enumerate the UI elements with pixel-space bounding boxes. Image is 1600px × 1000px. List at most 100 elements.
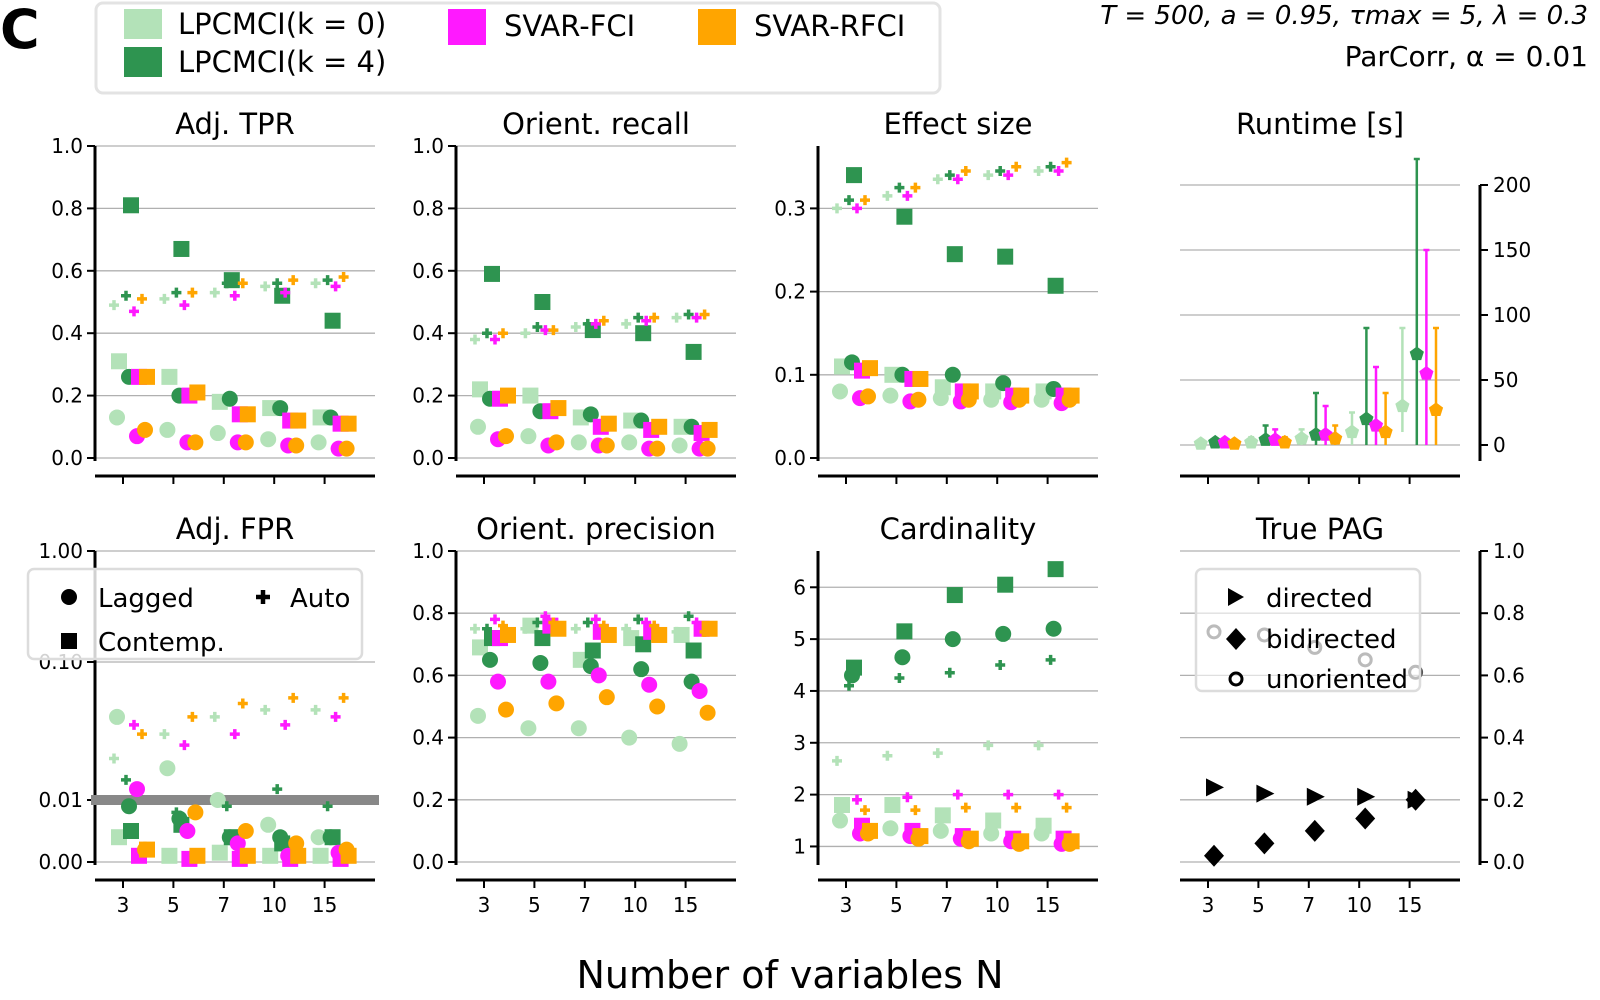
chart-adj-tpr-lpcmci_k0-auto-plus-marker — [310, 278, 321, 289]
chart-adj-fpr-svar_rfci-contemp-square-marker — [239, 847, 256, 864]
chart-true-pag-ytick-label: 0.2 — [1493, 788, 1525, 812]
chart-orient-recall-lpcmci_k4-contemp-square-marker — [685, 343, 702, 360]
chart-cardinality-lpcmci_k4-contemp-square-marker — [896, 623, 913, 640]
chart-adj-fpr-xtick-label: 10 — [261, 893, 286, 917]
chart-effect-size-lpcmci_k4-lagged-circle-marker — [944, 366, 961, 383]
chart-orient-recall-svar_rfci-contemp-square-marker — [701, 421, 718, 438]
chart-effect-size-lpcmci_k4-auto-plus-marker — [1045, 161, 1056, 172]
chart-adj-tpr-svar_rfci-contemp-square-marker — [340, 415, 357, 432]
chart-orient-precision-svar_fci-lagged-circle-marker — [540, 673, 557, 690]
chart-adj-fpr-xtick-label: 3 — [117, 893, 130, 917]
chart-cardinality-svar_rfci-auto-plus-marker — [1011, 802, 1022, 813]
chart-adj-tpr: Adj. TPR 0.0 0.2 0.4 0.6 0.8 1.0 — [51, 107, 375, 484]
link-type-legend-box — [26, 567, 364, 661]
chart-orient-precision-lpcmci_k0-lagged-circle-marker — [621, 729, 638, 746]
legend-plus-marker — [256, 590, 270, 604]
chart-adj-tpr-ytick-label: 0.6 — [51, 259, 83, 283]
chart-runtime-s-lpcmci_k0-pentagon-marker — [1193, 436, 1208, 450]
chart-orient-precision-svar_rfci-lagged-circle-marker — [548, 695, 565, 712]
chart-orient-precision-svar_rfci-auto-plus-marker — [548, 617, 559, 628]
chart-orient-precision-svar_rfci-auto-plus-marker — [649, 620, 660, 631]
chart-orient-recall-ytick-label: 0.2 — [412, 384, 444, 408]
legend-circle-marker — [61, 589, 77, 605]
chart-adj-fpr-svar_rfci-lagged-circle-marker — [237, 823, 254, 839]
chart-orient-recall-lpcmci_k0-auto-plus-marker — [520, 328, 531, 339]
chart-true-pag-directed-triangle-marker — [1357, 787, 1376, 806]
chart-orient-precision-lpcmci_k4-contemp-square-marker — [534, 630, 551, 647]
chart-orient-precision-lpcmci_k4-lagged-circle-marker — [482, 651, 498, 668]
chart-cardinality-lpcmci_k4-contemp-square-marker — [997, 576, 1014, 593]
chart-orient-recall-lpcmci_k4-lagged-circle-marker — [582, 406, 599, 423]
chart-effect-size-svar_rfci-contemp-square-marker — [912, 370, 929, 387]
chart-adj-tpr-svar_rfci-lagged-circle-marker — [187, 434, 204, 451]
chart-adj-fpr-svar_rfci-lagged-circle-marker — [187, 804, 204, 821]
chart-cardinality-lpcmci_k0-auto-plus-marker — [1033, 740, 1044, 751]
chart-orient-precision-ytick-label: 1.0 — [412, 539, 444, 563]
chart-orient-precision-lpcmci_k4-contemp-square-marker — [584, 642, 601, 659]
chart-orient-precision-lpcmci_k4-auto-plus-marker — [532, 617, 543, 628]
chart-adj-fpr-lpcmci_k4-contemp-square-marker — [274, 835, 291, 852]
chart-effect-size-svar_rfci-auto-plus-marker — [1061, 157, 1072, 168]
chart-orient-recall: Orient. recall 0.0 0.2 0.4 0.6 0.8 1.0 — [412, 107, 736, 484]
chart-effect-size-svar_fci-auto-plus-marker — [952, 174, 963, 185]
chart-adj-fpr-svar_rfci-contemp-square-marker — [189, 847, 206, 864]
chart-adj-tpr-lpcmci_k4-contemp-square-marker — [274, 287, 291, 304]
chart-cardinality-lpcmci_k4-lagged-circle-marker — [1045, 620, 1062, 637]
chart-effect-size-lpcmci_k4-contemp-square-marker — [946, 246, 963, 263]
chart-cardinality-lpcmci_k0-contemp-square-marker — [834, 796, 850, 813]
chart-effect-size-svar_fci-auto-plus-marker — [1053, 165, 1064, 176]
chart-adj-fpr-svar_fci-auto-plus-marker — [179, 740, 190, 751]
chart-effect-size-lpcmci_k4-lagged-circle-marker — [995, 375, 1012, 392]
chart-cardinality-lpcmci_k0-contemp-square-marker — [1035, 817, 1052, 834]
chart-cardinality-lpcmci_k4-lagged-circle-marker — [995, 625, 1012, 642]
chart-adj-tpr-lpcmci_k0-auto-plus-marker — [159, 293, 170, 304]
link-type-legend: Lagged Auto Contemp. — [26, 567, 364, 661]
chart-adj-fpr-svar_rfci-contemp-square-marker — [290, 847, 307, 864]
chart-orient-recall-svar_fci-auto-plus-marker — [590, 318, 601, 329]
chart-orient-precision-xtick-label: 5 — [528, 893, 541, 917]
chart-true-pag-ytick-label: 0.6 — [1493, 663, 1525, 687]
chart-adj-fpr-svar_fci-lagged-circle-marker — [229, 835, 246, 852]
chart-effect-size-lpcmci_k0-contemp-square-marker — [934, 379, 951, 396]
chart-cardinality-ytick-label: 2 — [793, 783, 806, 807]
chart-orient-recall-ytick-label: 0.0 — [412, 446, 444, 470]
chart-orient-recall-lpcmci_k4-contemp-square-marker — [484, 265, 500, 282]
chart-adj-fpr-ytick-label: 0.01 — [38, 788, 83, 812]
chart-adj-fpr-svar_rfci-auto-plus-marker — [237, 698, 248, 709]
chart-true-pag-xtick-label: 7 — [1302, 893, 1315, 917]
panel-letter: C — [0, 0, 40, 61]
chart-true-pag-xtick-label: 15 — [1397, 893, 1422, 917]
chart-cardinality-svar_rfci-contemp-square-marker — [1063, 833, 1080, 850]
chart-adj-tpr-lpcmci_k0-contemp-square-marker — [111, 353, 127, 370]
chart-cardinality-lpcmci_k0-lagged-circle-marker — [832, 812, 848, 829]
chart-runtime-s-lpcmci_k4-pentagon-marker — [1308, 427, 1324, 441]
chart-cardinality-lpcmci_k0-auto-plus-marker — [932, 748, 943, 759]
chart-adj-fpr-lpcmci_k4-contemp-square-marker — [324, 829, 341, 846]
chart-effect-size-lpcmci_k4-auto-plus-marker — [944, 170, 955, 181]
chart-orient-precision-svar_rfci-lagged-circle-marker — [649, 698, 666, 715]
chart-orient-precision-ytick-label: 0.6 — [412, 663, 444, 687]
legend-label-svar-rfci: SVAR-RFCI — [754, 9, 905, 43]
chart-effect-size-svar_rfci-auto-plus-marker — [860, 195, 870, 206]
chart-effect-size-lpcmci_k0-lagged-circle-marker — [882, 387, 899, 404]
chart-effect-size-lpcmci_k0-auto-plus-marker — [1033, 165, 1044, 176]
chart-effect-size-lpcmci_k0-auto-plus-marker — [832, 203, 842, 214]
legend-label-bidirected: bidirected — [1266, 625, 1397, 655]
chart-adj-tpr-lpcmci_k0-lagged-circle-marker — [209, 425, 226, 442]
chart-orient-precision-svar_rfci-lagged-circle-marker — [498, 701, 514, 718]
chart-adj-tpr-lpcmci_k4-contemp-square-marker — [324, 312, 341, 329]
chart-orient-recall-lpcmci_k4-auto-plus-marker — [482, 328, 492, 339]
chart-adj-fpr-lpcmci_k0-lagged-circle-marker — [109, 708, 125, 725]
chart-effect-size-svar_rfci-contemp-square-marker — [962, 383, 979, 400]
chart-orient-precision-svar_rfci-contemp-square-marker — [500, 626, 516, 643]
chart-orient-recall-ytick-label: 0.6 — [412, 259, 444, 283]
chart-effect-size-lpcmci_k4-auto-plus-marker — [844, 195, 854, 206]
chart-orient-precision: Orient. precision 0.0 0.2 0.4 0.6 0.8 1.0 3 5 7 10… — [412, 512, 736, 917]
chart-orient-recall-lpcmci_k0-auto-plus-marker — [621, 318, 632, 329]
chart-effect-size-lpcmci_k4-contemp-square-marker — [846, 167, 862, 184]
chart-adj-fpr-svar_fci-lagged-circle-marker — [129, 781, 145, 798]
chart-cardinality-lpcmci_k0-contemp-square-marker — [884, 796, 901, 813]
chart-cardinality-lpcmci_k4-auto-plus-marker — [894, 672, 905, 683]
